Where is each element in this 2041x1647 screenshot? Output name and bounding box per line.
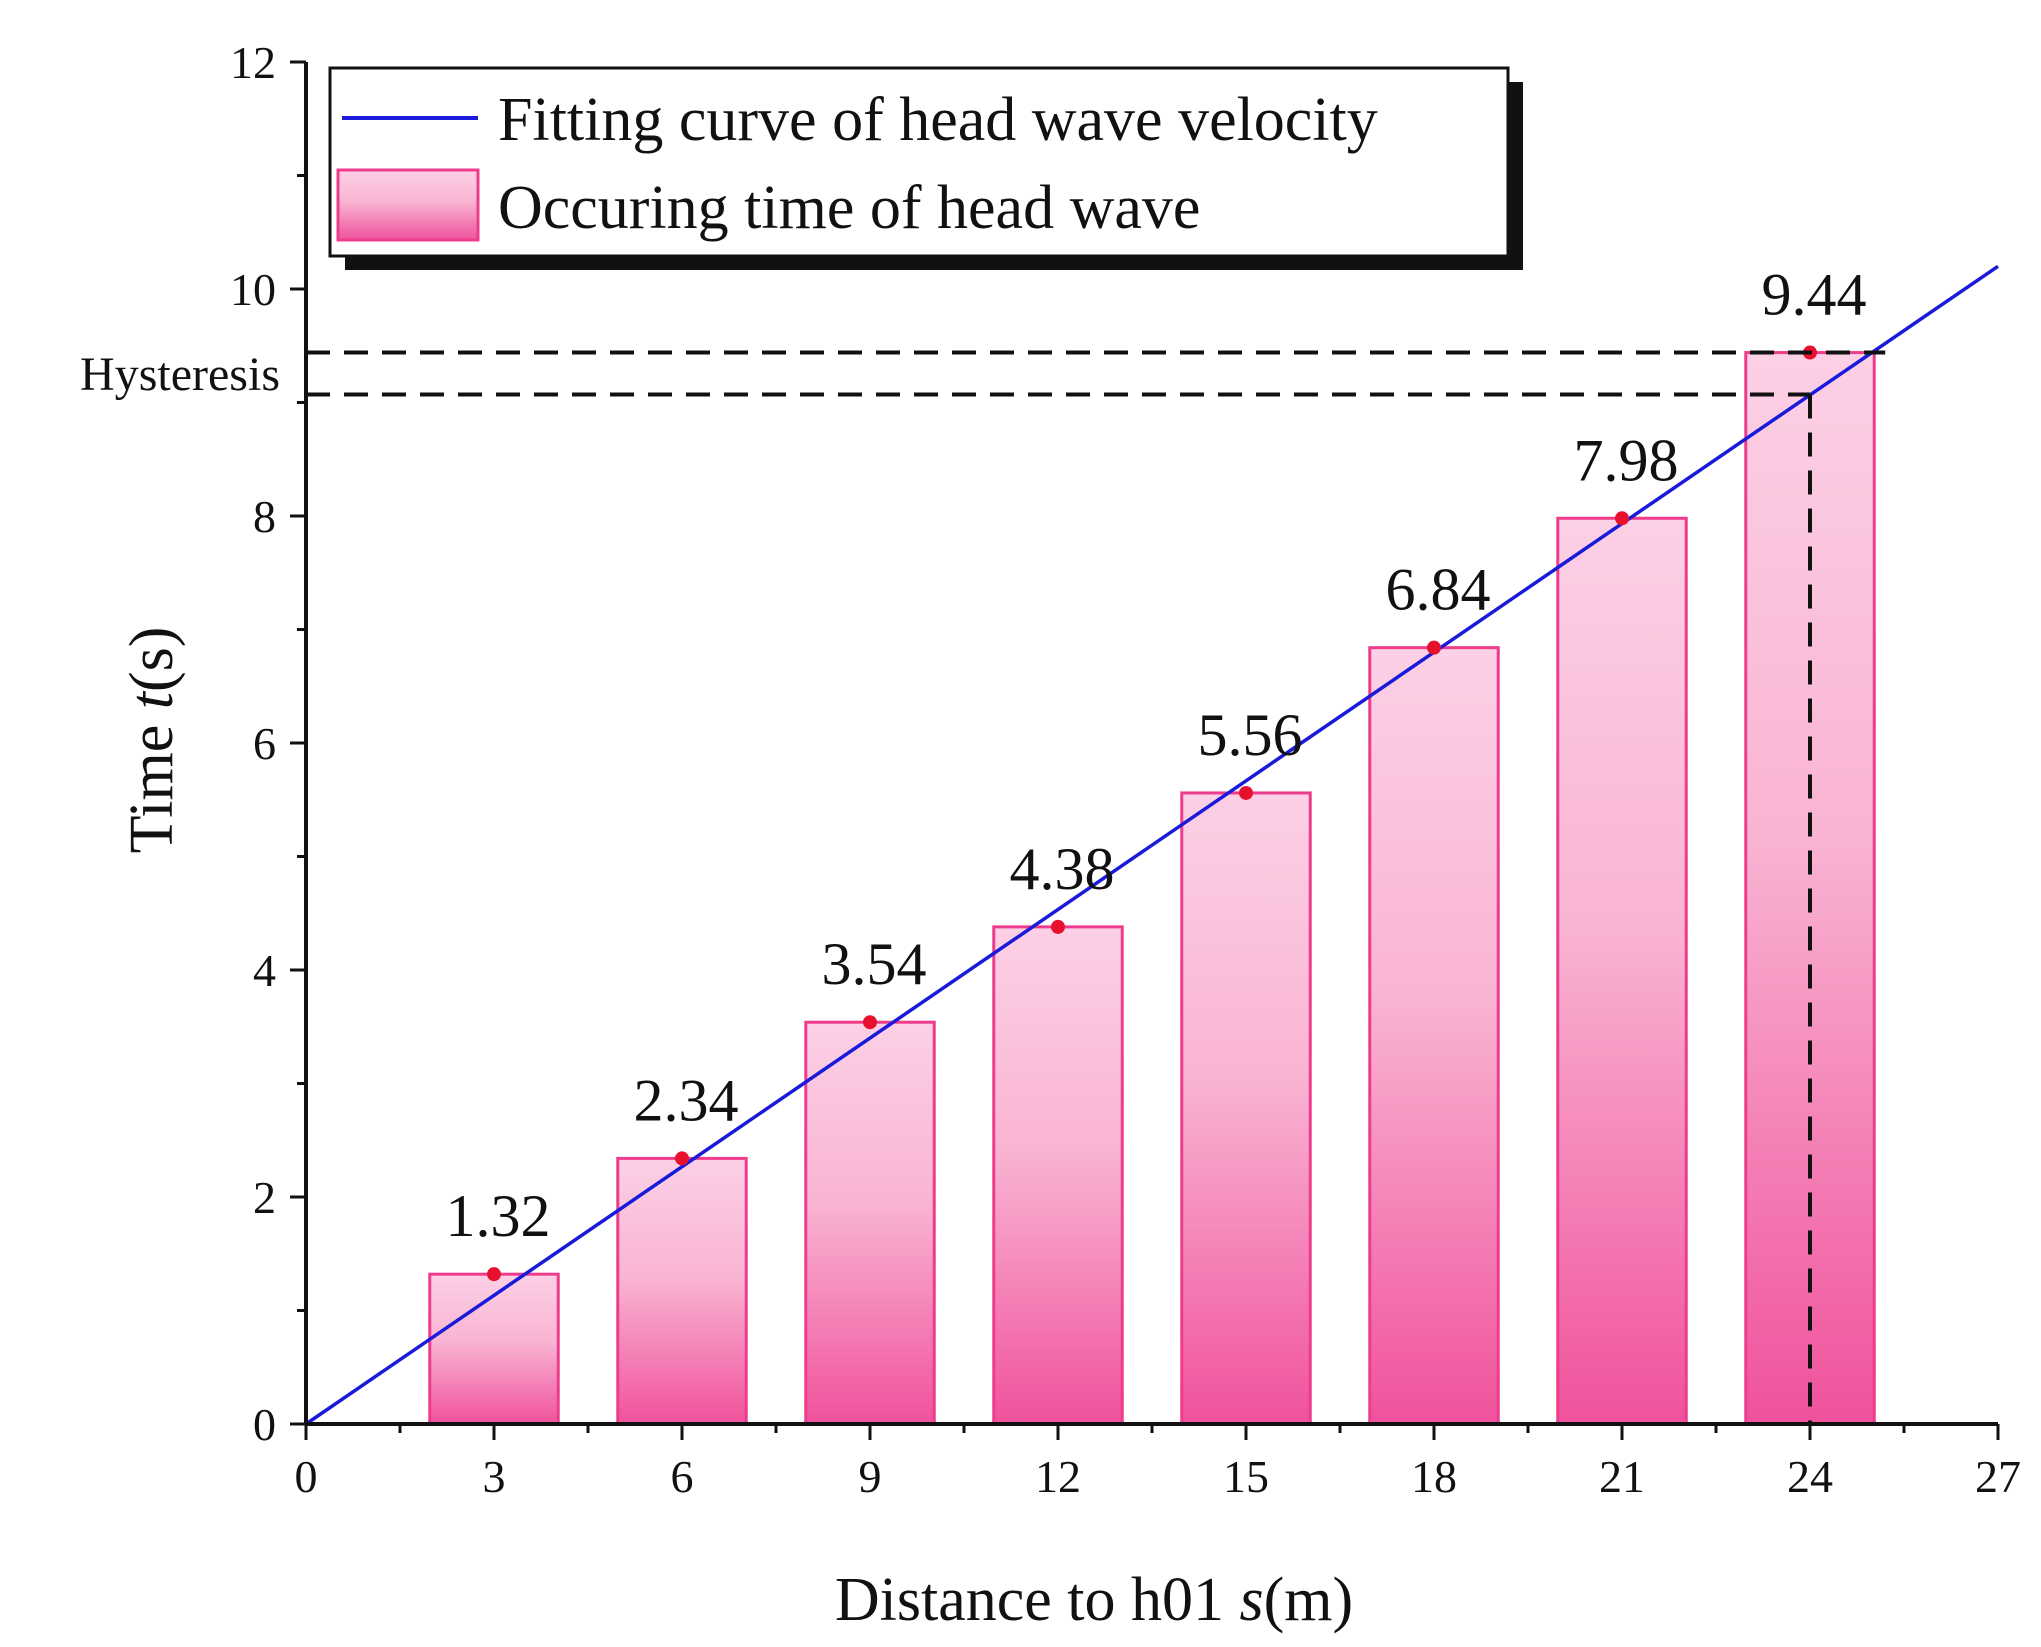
legend-box (328, 66, 1510, 258)
data-label-9: 3.54 (822, 931, 927, 997)
x-tick-label-18: 18 (1411, 1451, 1457, 1502)
data-point-3 (487, 1267, 501, 1282)
bar-12 (992, 925, 1124, 1426)
data-point-18 (1427, 640, 1441, 655)
data-point-6 (675, 1151, 689, 1166)
x-axis-title-post: (m) (1264, 1566, 1354, 1634)
x-axis-title-var: s (1239, 1566, 1263, 1634)
x-tick-label-0: 0 (295, 1451, 318, 1502)
x-axis-title-pre: Distance to h01 (835, 1566, 1240, 1634)
data-label-24: 9.44 (1762, 262, 1867, 328)
y-axis-ticks: 0 2 4 6 8 10 12 (230, 37, 306, 1450)
x-tick-label-15: 15 (1223, 1451, 1269, 1502)
hysteresis-lines (306, 350, 1886, 1424)
bar-18 (1368, 646, 1500, 1426)
x-tick-label-9: 9 (859, 1451, 882, 1502)
legend-bar-label: Occuring time of head wave (498, 174, 1200, 242)
y-axis-title: Time t(s) (118, 627, 186, 854)
data-labels: 1.32 2.34 3.54 4.38 5.56 6.84 7.98 9.44 (446, 262, 1867, 1250)
data-label-6: 2.34 (634, 1067, 739, 1133)
x-tick-label-12: 12 (1035, 1451, 1081, 1502)
fit-line (305, 264, 1999, 1426)
x-tick-label-24: 24 (1787, 1451, 1833, 1502)
y-tick-label-10: 10 (230, 264, 276, 315)
y-axis-title-var: t (118, 690, 186, 709)
y-tick-label-0: 0 (253, 1399, 276, 1450)
y-tick-label-8: 8 (253, 491, 276, 542)
x-tick-label-21: 21 (1599, 1451, 1645, 1502)
y-tick-label-2: 2 (253, 1172, 276, 1223)
legend-line-label: Fitting curve of head wave velocity (498, 86, 1378, 154)
bar-6 (616, 1156, 748, 1426)
data-point-12 (1051, 919, 1065, 934)
data-point-21 (1615, 511, 1629, 526)
data-label-21: 7.98 (1574, 427, 1679, 493)
x-axis-ticks: 0 3 6 9 12 15 18 21 24 27 (295, 1424, 2021, 1502)
legend-bar-swatch (336, 168, 480, 242)
y-tick-label-4: 4 (253, 945, 276, 996)
bar-15 (1180, 791, 1312, 1426)
y-axis-title-post: (s) (118, 627, 186, 692)
y-tick-label-6: 6 (253, 718, 276, 769)
data-label-3: 1.32 (446, 1183, 551, 1249)
x-axis-title: Distance to h01 s(m) (835, 1566, 1353, 1634)
data-label-15: 5.56 (1198, 702, 1303, 768)
bar-3 (428, 1272, 560, 1426)
bar-series (428, 351, 1876, 1426)
x-tick-label-3: 3 (483, 1451, 506, 1502)
y-tick-label-12: 12 (230, 37, 276, 88)
fit-line-layer (305, 264, 1999, 1426)
bar-9 (804, 1020, 936, 1426)
data-label-18: 6.84 (1386, 557, 1491, 623)
x-tick-label-27: 27 (1975, 1451, 2021, 1502)
data-point-15 (1239, 785, 1253, 800)
x-tick-label-6: 6 (671, 1451, 694, 1502)
legend: Fitting curve of head wave velocity Occu… (328, 66, 1523, 270)
bar-21 (1556, 516, 1688, 1426)
data-points (487, 345, 1817, 1282)
data-point-9 (863, 1015, 877, 1030)
y-axis-title-pre: Time (118, 709, 186, 853)
data-label-12: 4.38 (1010, 836, 1115, 902)
hysteresis-label: Hysteresis (80, 348, 280, 401)
